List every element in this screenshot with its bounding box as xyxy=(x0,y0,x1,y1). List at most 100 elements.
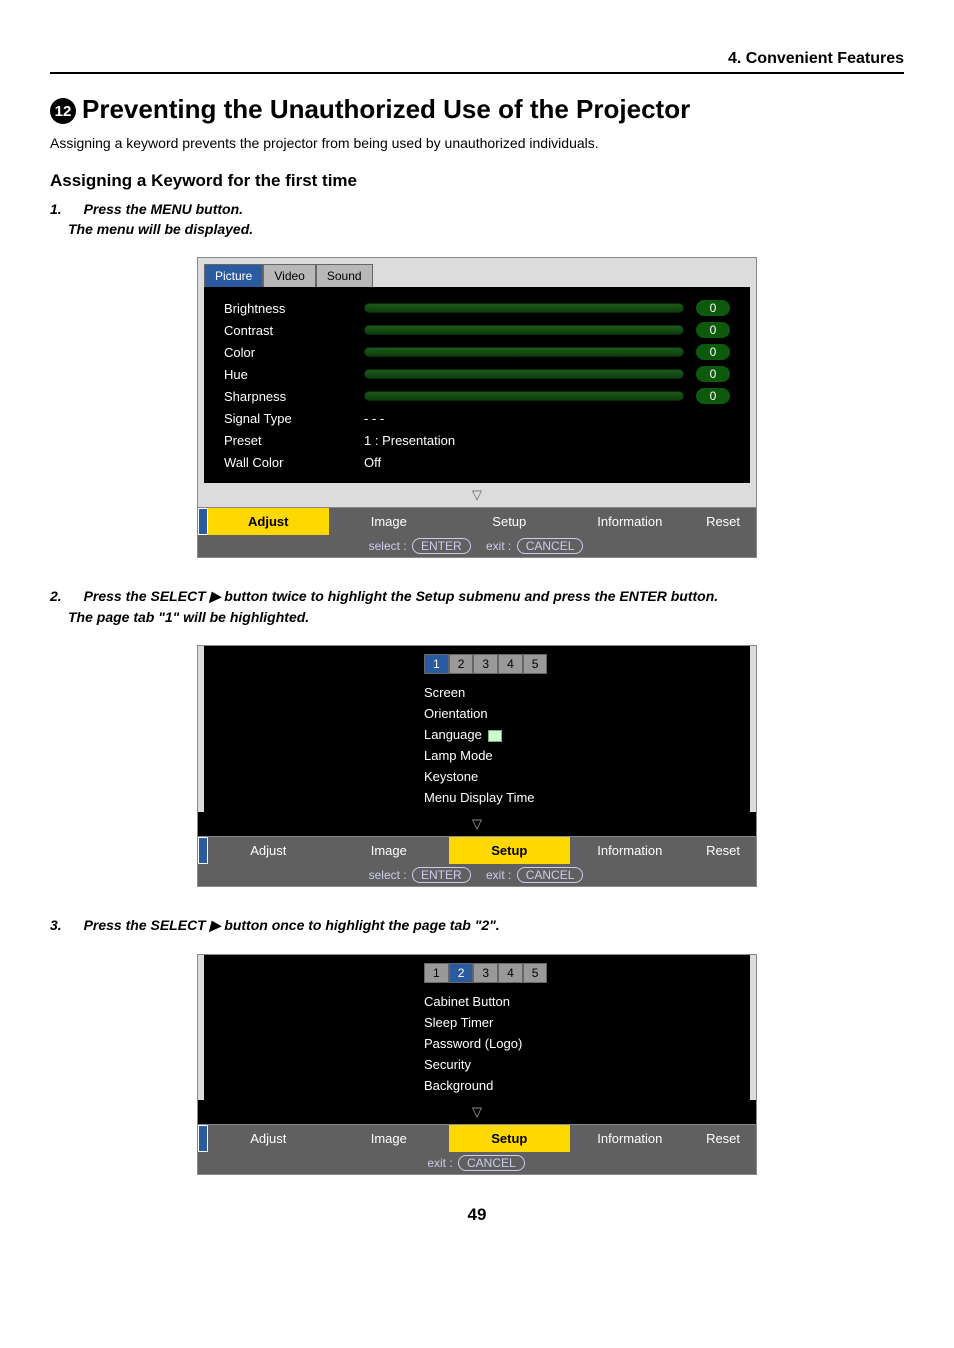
osd-bottom-tab-reset[interactable]: Reset xyxy=(690,837,756,864)
osd-value: - - - xyxy=(364,411,384,426)
setup-item[interactable]: Security xyxy=(424,1054,726,1075)
osd-marker xyxy=(198,837,208,864)
osd-bottom-tab-adjust[interactable]: Adjust xyxy=(208,1125,329,1152)
setup-item[interactable]: Cabinet Button xyxy=(424,991,726,1012)
cancel-key-hint: CANCEL xyxy=(458,1155,525,1171)
osd-footer: select : ENTER exit : CANCEL xyxy=(198,535,756,557)
osd-bottom-tab-setup[interactable]: Setup xyxy=(449,837,570,864)
osd-slider-row: Color 0 xyxy=(224,341,730,363)
osd-text-row: Wall ColorOff xyxy=(224,451,730,473)
setup-item[interactable]: Menu Display Time xyxy=(424,787,726,808)
osd-menu-setup-2: 12345 Cabinet ButtonSleep TimerPassword … xyxy=(197,954,757,1175)
setup-item[interactable]: Password (Logo) xyxy=(424,1033,726,1054)
osd-bottom-bar: AdjustImageSetupInformationReset xyxy=(198,507,756,535)
header-rule xyxy=(50,72,904,74)
osd-bottom-tab-information[interactable]: Information xyxy=(570,1125,691,1152)
page-tab-3[interactable]: 3 xyxy=(473,963,498,983)
slider-track[interactable] xyxy=(364,325,684,335)
osd-label: Contrast xyxy=(224,323,364,338)
page-tab-5[interactable]: 5 xyxy=(523,963,548,983)
osd-bottom-tab-setup[interactable]: Setup xyxy=(449,508,570,535)
osd-label: Color xyxy=(224,345,364,360)
osd-label: Sharpness xyxy=(224,389,364,404)
osd-tab-sound[interactable]: Sound xyxy=(316,264,373,287)
page-title: 12Preventing the Unauthorized Use of the… xyxy=(50,94,904,125)
setup-item[interactable]: Screen xyxy=(424,682,726,703)
osd-bottom-tab-information[interactable]: Information xyxy=(570,508,691,535)
setup-item[interactable]: Lamp Mode xyxy=(424,745,726,766)
slider-track[interactable] xyxy=(364,391,684,401)
osd-bottom-tab-reset[interactable]: Reset xyxy=(690,1125,756,1152)
setup-item[interactable]: Language xyxy=(424,724,726,745)
osd-bottom-tab-image[interactable]: Image xyxy=(329,508,450,535)
page-tab-1[interactable]: 1 xyxy=(424,654,449,674)
page-tab-4[interactable]: 4 xyxy=(498,963,523,983)
osd-marker xyxy=(198,508,208,535)
page-tabs: 12345 xyxy=(424,963,726,983)
page-number: 49 xyxy=(50,1205,904,1225)
osd-bottom-tab-reset[interactable]: Reset xyxy=(690,508,756,535)
osd-bottom-tab-information[interactable]: Information xyxy=(570,837,691,864)
setup-item[interactable]: Sleep Timer xyxy=(424,1012,726,1033)
osd-menu-picture: PictureVideoSound Brightness0Contrast0Co… xyxy=(197,257,757,558)
slider-value: 0 xyxy=(696,300,730,316)
osd-tab-video[interactable]: Video xyxy=(263,264,315,287)
page-tab-2[interactable]: 2 xyxy=(449,654,474,674)
osd-bottom-tab-image[interactable]: Image xyxy=(329,1125,450,1152)
slider-value: 0 xyxy=(696,366,730,382)
page-tabs: 12345 xyxy=(424,654,726,674)
page-tab-2[interactable]: 2 xyxy=(449,963,474,983)
osd-slider-row: Hue 0 xyxy=(224,363,730,385)
osd-label: Hue xyxy=(224,367,364,382)
osd-label: Preset xyxy=(224,433,364,448)
osd-value: Off xyxy=(364,455,381,470)
osd-bottom-bar: AdjustImageSetupInformationReset xyxy=(198,1124,756,1152)
scroll-down-icon: ▽ xyxy=(198,812,756,836)
intro-text: Assigning a keyword prevents the project… xyxy=(50,135,904,151)
osd-bottom-bar: AdjustImageSetupInformationReset xyxy=(198,836,756,864)
osd-bottom-tab-image[interactable]: Image xyxy=(329,837,450,864)
section-badge: 12 xyxy=(50,98,76,124)
osd-value: 1 : Presentation xyxy=(364,433,455,448)
page-tab-4[interactable]: 4 xyxy=(498,654,523,674)
scroll-down-icon: ▽ xyxy=(198,483,756,507)
language-icon xyxy=(488,730,502,742)
scroll-down-icon: ▽ xyxy=(198,1100,756,1124)
chapter-heading: 4. Convenient Features xyxy=(50,50,904,72)
osd-label: Brightness xyxy=(224,301,364,316)
slider-track[interactable] xyxy=(364,303,684,313)
slider-value: 0 xyxy=(696,388,730,404)
osd-slider-row: Sharpness 0 xyxy=(224,385,730,407)
osd-body: Brightness 0 Contrast 0 Color 0 Hue 0 Sharpness 0… xyxy=(204,287,750,483)
slider-value: 0 xyxy=(696,322,730,338)
osd-slider-row: Brightness 0 xyxy=(224,297,730,319)
slider-value: 0 xyxy=(696,344,730,360)
section-title-text: Preventing the Unauthorized Use of the P… xyxy=(82,94,690,124)
osd-tab-picture[interactable]: Picture xyxy=(204,264,263,287)
setup-item[interactable]: Background xyxy=(424,1075,726,1096)
osd-top-tabs: PictureVideoSound xyxy=(198,258,756,287)
osd-marker xyxy=(198,1125,208,1152)
step-3: 3. Press the SELECT ▶ button once to hig… xyxy=(50,917,904,934)
osd-label: Signal Type xyxy=(224,411,364,426)
setup-item[interactable]: Orientation xyxy=(424,703,726,724)
osd-label: Wall Color xyxy=(224,455,364,470)
step-2: 2. Press the SELECT ▶ button twice to hi… xyxy=(50,588,904,605)
osd-bottom-tab-adjust[interactable]: Adjust xyxy=(208,837,329,864)
step-1-note: The menu will be displayed. xyxy=(68,221,904,237)
cancel-key-hint: CANCEL xyxy=(517,867,584,883)
osd-bottom-tab-setup[interactable]: Setup xyxy=(449,1125,570,1152)
page-tab-1[interactable]: 1 xyxy=(424,963,449,983)
slider-track[interactable] xyxy=(364,369,684,379)
osd-bottom-tab-adjust[interactable]: Adjust xyxy=(208,508,329,535)
slider-track[interactable] xyxy=(364,347,684,357)
osd-text-row: Preset1 : Presentation xyxy=(224,429,730,451)
enter-key-hint: ENTER xyxy=(412,538,471,554)
osd-menu-setup-1: 12345 ScreenOrientationLanguageLamp Mode… xyxy=(197,645,757,887)
page-tab-5[interactable]: 5 xyxy=(523,654,548,674)
setup-item[interactable]: Keystone xyxy=(424,766,726,787)
step-1: 1. Press the MENU button. xyxy=(50,201,904,217)
subheading: Assigning a Keyword for the first time xyxy=(50,171,904,191)
step-2-note: The page tab "1" will be highlighted. xyxy=(68,609,904,625)
page-tab-3[interactable]: 3 xyxy=(473,654,498,674)
